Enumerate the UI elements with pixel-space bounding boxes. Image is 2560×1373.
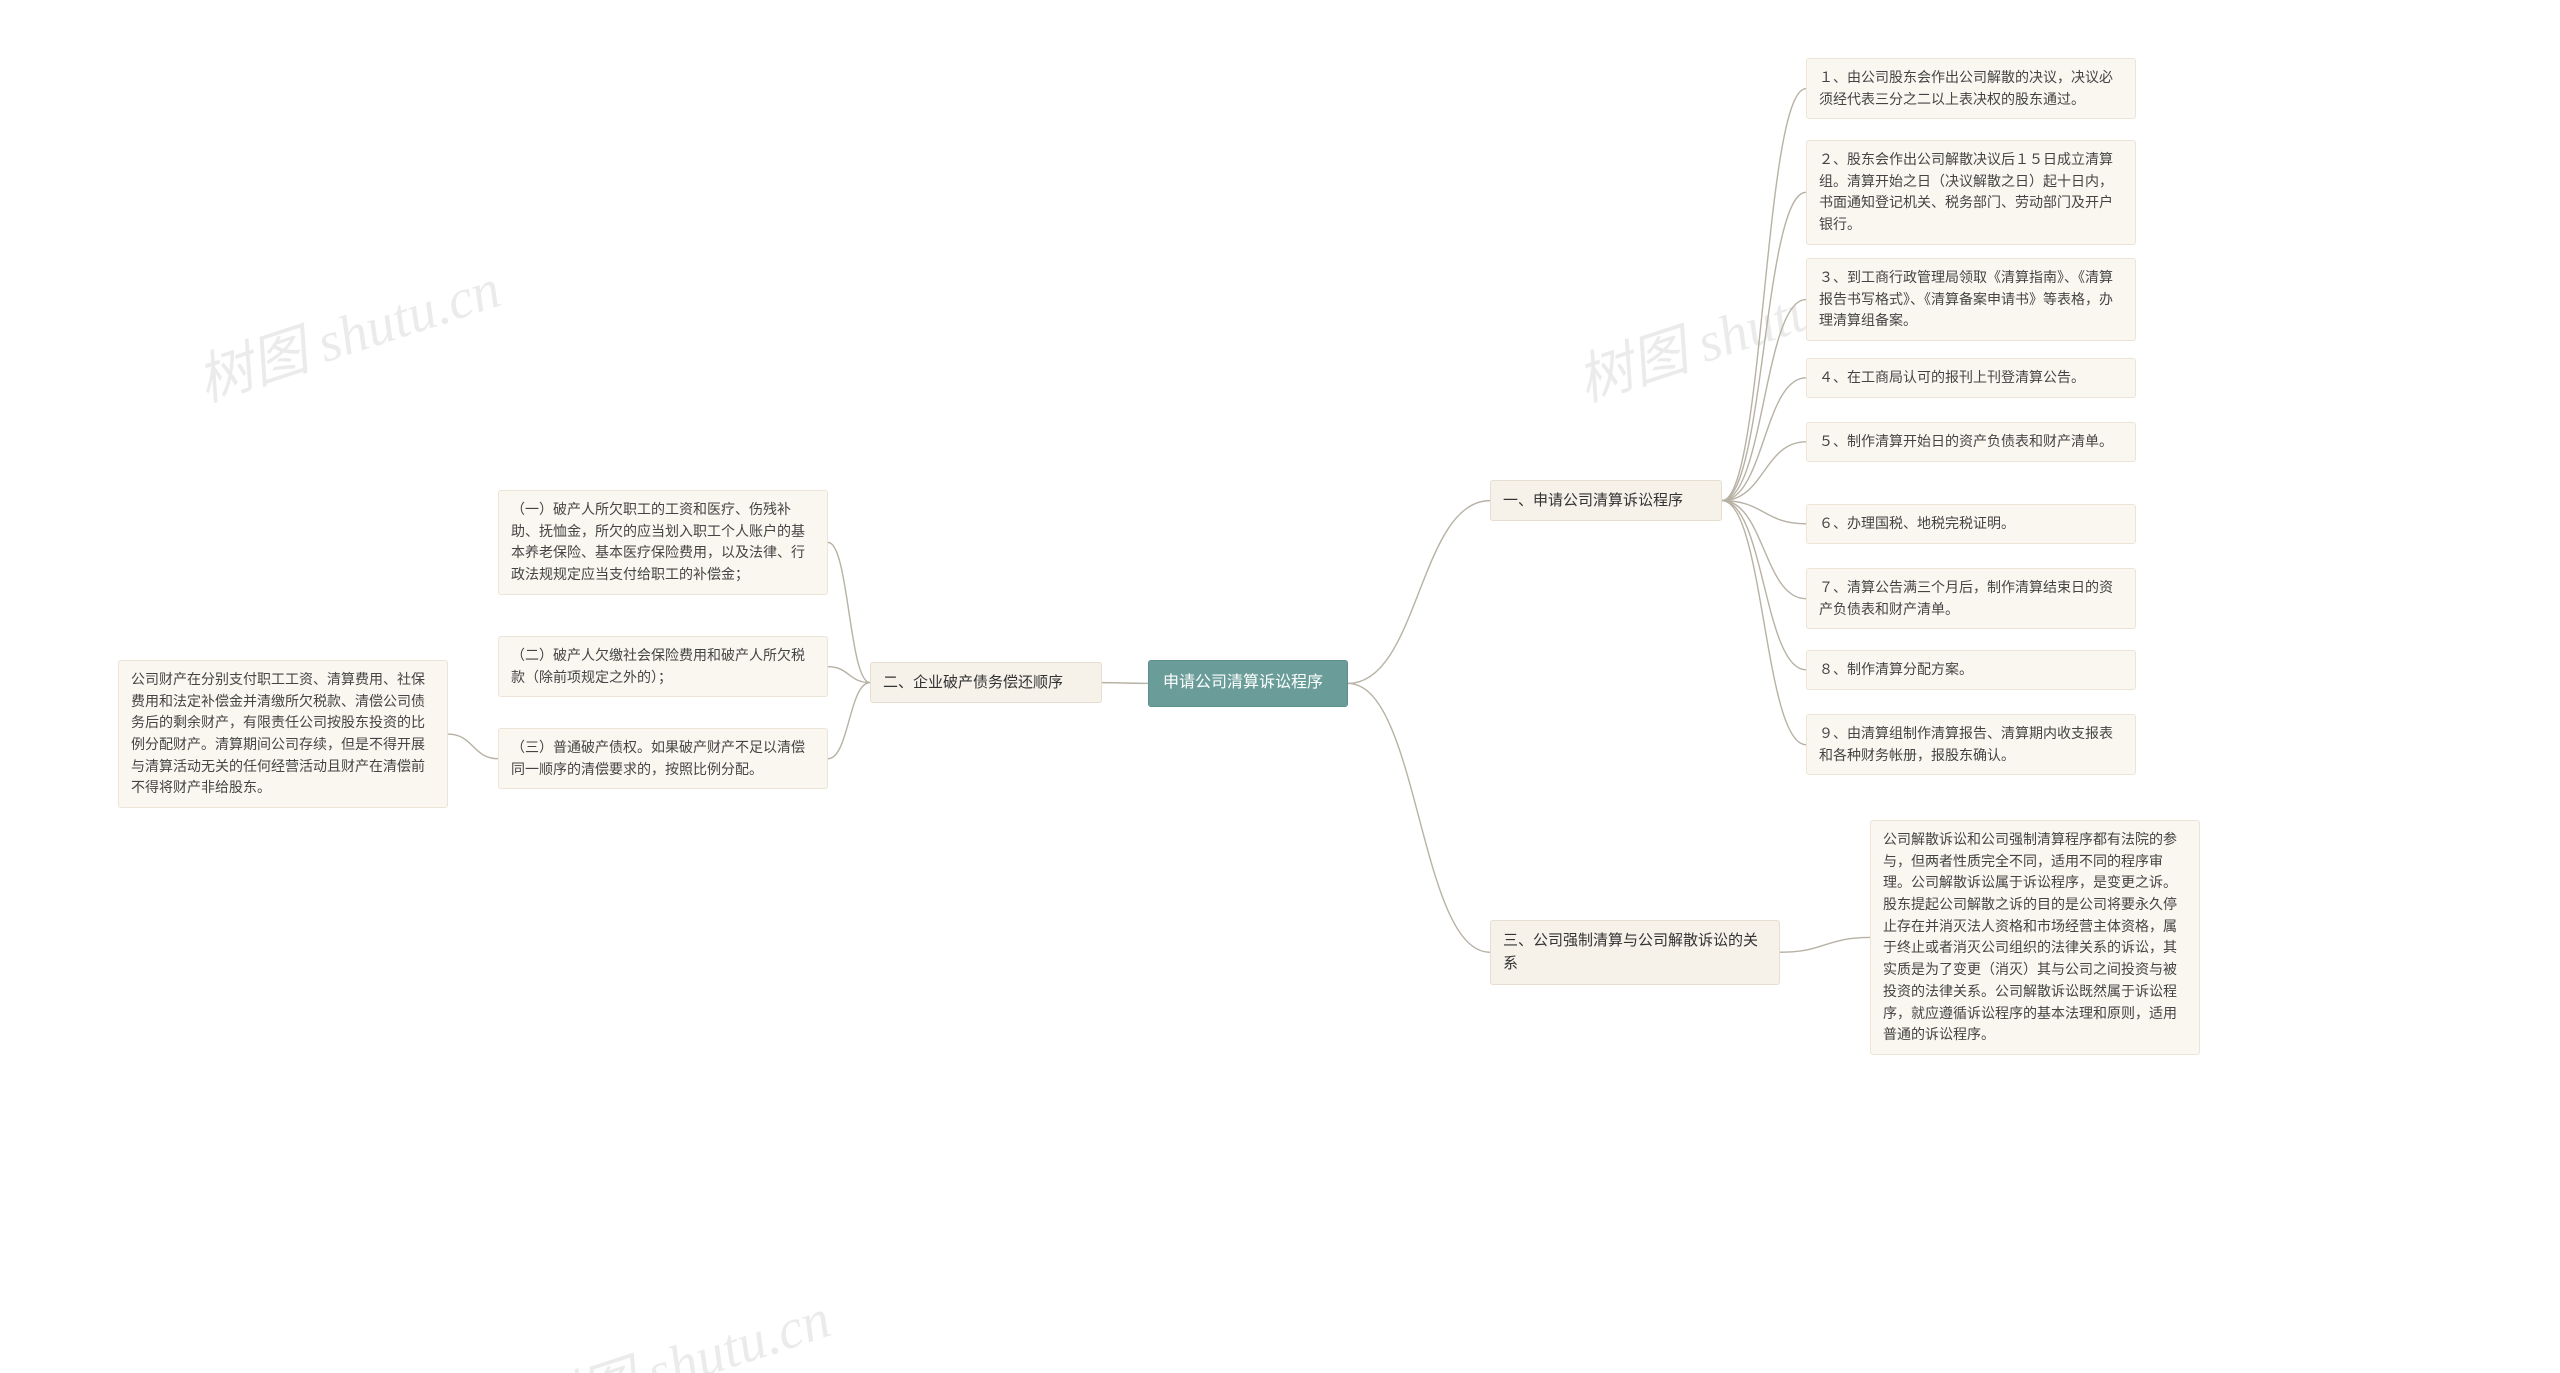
root-node: 申请公司清算诉讼程序 bbox=[1148, 660, 1348, 707]
leaf-right-1-6: ６、办理国税、地税完税证明。 bbox=[1806, 504, 2136, 544]
leaf-right-1-8: ８、制作清算分配方案。 bbox=[1806, 650, 2136, 690]
leaf-right-1-3: ３、到工商行政管理局领取《清算指南》、《清算报告书写格式》、《清算备案申请书》等… bbox=[1806, 258, 2136, 341]
leaf-right-1-4: ４、在工商局认可的报刊上刊登清算公告。 bbox=[1806, 358, 2136, 398]
leaf-left-1-1: （一）破产人所欠职工的工资和医疗、伤残补助、抚恤金，所欠的应当划入职工个人账户的… bbox=[498, 490, 828, 595]
leaf-right-1-5: ５、制作清算开始日的资产负债表和财产清单。 bbox=[1806, 422, 2136, 462]
leaf-left-1-3: （三）普通破产债权。如果破产财产不足以清偿同一顺序的清偿要求的，按照比例分配。 bbox=[498, 728, 828, 789]
leaf-right-1-7: ７、清算公告满三个月后，制作清算结束日的资产负债表和财产清单。 bbox=[1806, 568, 2136, 629]
leaf-right-1-1: １、由公司股东会作出公司解散的决议，决议必须经代表三分之二以上表决权的股东通过。 bbox=[1806, 58, 2136, 119]
leaf-left-1-2: （二）破产人欠缴社会保险费用和破产人所欠税款（除前项规定之外的）； bbox=[498, 636, 828, 697]
watermark-3: 树图 shutu.cn bbox=[515, 1273, 839, 1373]
branch-right-2: 三、公司强制清算与公司解散诉讼的关系 bbox=[1490, 920, 1780, 985]
branch-right-1: 一、申请公司清算诉讼程序 bbox=[1490, 480, 1722, 521]
branch-left-1: 二、企业破产债务偿还顺序 bbox=[870, 662, 1102, 703]
watermark-1: 树图 shutu.cn bbox=[185, 243, 509, 417]
leaf-right-1-2: ２、股东会作出公司解散决议后１５日成立清算组。清算开始之日（决议解散之日）起十日… bbox=[1806, 140, 2136, 245]
leaf-right-1-9: ９、由清算组制作清算报告、清算期内收支报表和各种财务帐册，报股东确认。 bbox=[1806, 714, 2136, 775]
leaf-right-2-1: 公司解散诉讼和公司强制清算程序都有法院的参与，但两者性质完全不同，适用不同的程序… bbox=[1870, 820, 2200, 1055]
leaf-left-1-3-1: 公司财产在分别支付职工工资、清算费用、社保费用和法定补偿金并清缴所欠税款、清偿公… bbox=[118, 660, 448, 808]
